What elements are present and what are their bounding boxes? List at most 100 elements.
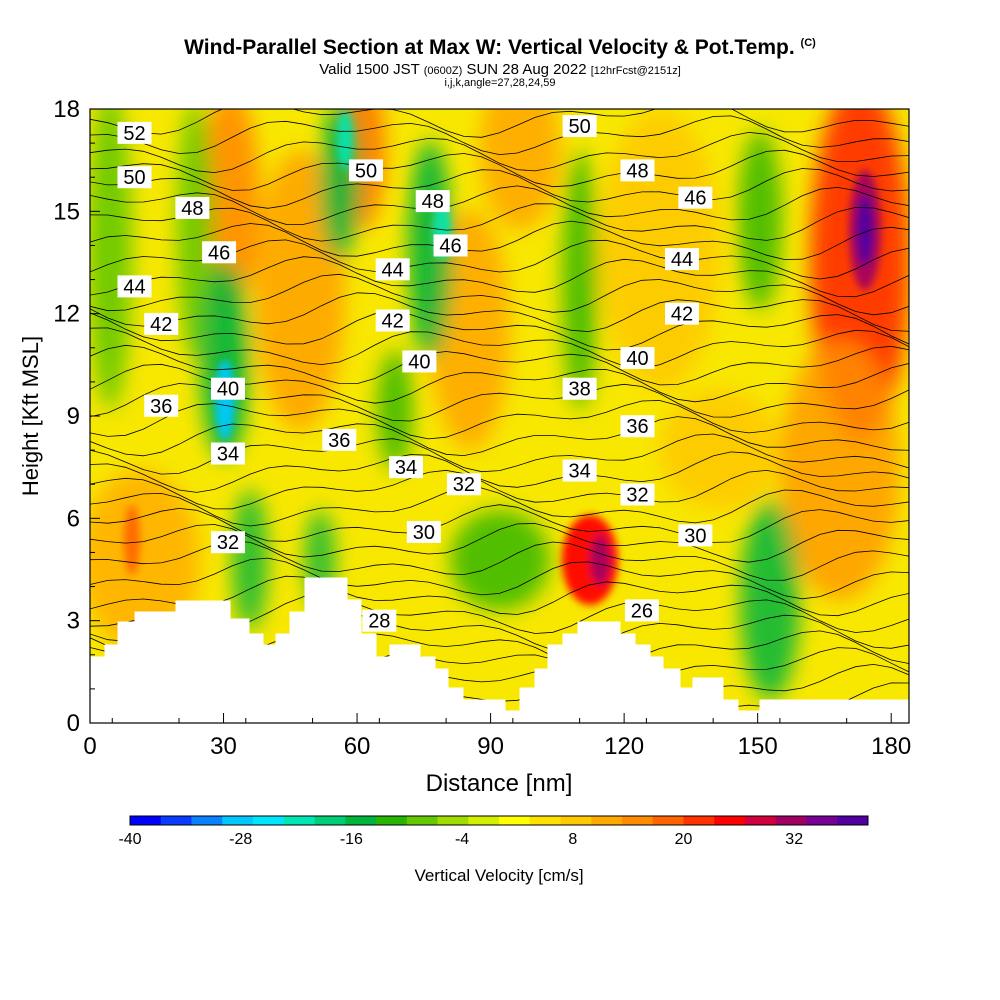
contour-label: 40	[620, 347, 655, 370]
isentrope-line	[90, 292, 909, 333]
colorbar-swatch	[468, 816, 500, 825]
y-tick-label: 15	[53, 198, 80, 225]
colorbar-swatch	[345, 816, 377, 825]
svg-text:34: 34	[568, 461, 590, 483]
colorbar-swatch	[437, 816, 469, 825]
colorbar-swatch	[591, 816, 623, 825]
svg-text:36: 36	[328, 430, 350, 452]
x-tick-label: 150	[738, 733, 778, 760]
colorbar-tick-label: 32	[785, 831, 803, 848]
colorbar-tick-label: -16	[340, 831, 363, 848]
colorbar: -40 -28 -16 -4 8 20 32	[118, 815, 869, 848]
svg-text:28: 28	[368, 611, 390, 633]
contour-label: 46	[678, 186, 713, 210]
x-tick-label: 90	[477, 733, 504, 760]
contour-label: 42	[375, 309, 410, 332]
isentrope-line	[90, 451, 909, 493]
isentrope-line	[90, 327, 909, 369]
colorbar-swatch	[191, 816, 223, 825]
contour-label: 48	[620, 159, 655, 182]
forecast-tag: [12hrFcst@2151z]	[590, 65, 681, 77]
contour-label: 28	[362, 609, 397, 633]
isentrope-line	[90, 487, 909, 527]
copyright-mark: (C)	[800, 37, 816, 49]
isentrope-line	[90, 416, 909, 457]
svg-text:36: 36	[150, 396, 172, 418]
x-axis-label: Distance [nm]	[426, 770, 573, 797]
contour-label: 48	[415, 190, 450, 213]
svg-text:52: 52	[123, 123, 145, 145]
colorbar-swatch	[160, 816, 192, 825]
colorbar-swatch	[529, 816, 561, 825]
svg-text:34: 34	[395, 457, 417, 479]
contour-label: 38	[562, 377, 597, 401]
isentrope-line	[90, 344, 909, 386]
colorbar-label: Vertical Velocity [cm/s]	[414, 866, 583, 885]
contour-label: 26	[624, 599, 659, 622]
svg-text:40: 40	[217, 379, 239, 401]
x-tick-label: 60	[344, 733, 371, 760]
svg-text:32: 32	[626, 484, 648, 506]
colorbar-tick-label: 8	[568, 831, 577, 848]
contour-label: 42	[144, 312, 179, 336]
x-tick-label: 120	[604, 733, 644, 760]
isentrope-line	[90, 523, 909, 563]
contour-label: 34	[210, 442, 245, 466]
svg-text:50: 50	[123, 167, 145, 189]
svg-text:40: 40	[408, 351, 430, 373]
isentrope-line	[90, 504, 909, 543]
isentrope-line	[90, 131, 909, 174]
y-tick-label: 0	[67, 710, 80, 737]
svg-text:42: 42	[671, 304, 693, 326]
isentrope-line	[90, 185, 909, 225]
isentrope-line	[90, 109, 909, 138]
chart-title: Wind-Parallel Section at Max W: Vertical…	[0, 36, 1000, 60]
isentrope-line	[90, 115, 909, 156]
isentrope-line	[90, 575, 909, 617]
svg-text:50: 50	[355, 160, 377, 182]
contour-label: 40	[402, 350, 437, 373]
svg-text:48: 48	[422, 191, 444, 213]
contour-label: 40	[210, 377, 245, 401]
contour-label: 36	[144, 394, 179, 418]
svg-text:38: 38	[568, 379, 590, 401]
contour-label: 34	[562, 459, 597, 483]
contour-label: 32	[210, 531, 245, 554]
contour-label: 50	[117, 166, 152, 189]
colorbar-swatch	[314, 816, 346, 825]
colorbar-tick-label: -40	[118, 831, 141, 848]
colorbar-swatch	[775, 816, 807, 825]
valid-date: SUN 28 Aug 2022	[466, 61, 587, 78]
grid-indices: i,j,k,angle=27,28,24,59	[444, 77, 556, 89]
y-tick-label: 9	[67, 403, 80, 430]
isentrope-line	[90, 220, 909, 260]
contour-label: 52	[117, 121, 152, 145]
utc-time: (0600Z)	[423, 65, 463, 77]
isentrope-line	[90, 273, 909, 316]
contour-label: 46	[433, 234, 468, 257]
contour-label: 50	[562, 115, 597, 138]
svg-text:30: 30	[413, 522, 435, 544]
svg-text:36: 36	[626, 416, 648, 438]
contour-label: 36	[620, 415, 655, 438]
colorbar-swatch	[714, 816, 746, 825]
potential-temperature-contours	[90, 109, 909, 723]
y-tick-label: 12	[53, 301, 80, 328]
contour-label: 44	[117, 275, 152, 298]
svg-text:40: 40	[626, 348, 648, 370]
colorbar-swatch	[222, 816, 254, 825]
colorbar-swatch	[806, 816, 838, 825]
contour-label: 50	[348, 159, 383, 182]
valid-time: Valid 1500 JST	[319, 61, 420, 78]
svg-text:30: 30	[684, 525, 706, 547]
isentrope-line	[90, 149, 909, 191]
colorbar-tick-label: 20	[675, 831, 693, 848]
contour-label: 30	[678, 524, 713, 547]
contour-label: 42	[664, 302, 699, 326]
colorbar-swatch	[406, 816, 438, 825]
contour-label: 32	[446, 473, 481, 496]
contour-label: 30	[406, 520, 441, 544]
svg-text:44: 44	[382, 259, 404, 281]
